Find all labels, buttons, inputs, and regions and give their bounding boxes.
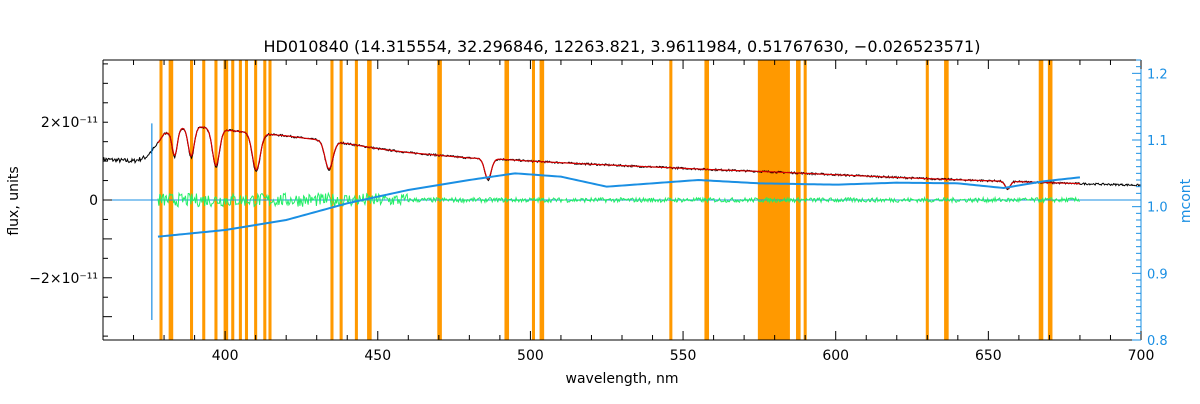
y2-tick-label: 1.0 bbox=[1147, 201, 1168, 216]
y-axis-label: flux, units bbox=[6, 166, 22, 235]
y-tick-label: 2×10⁻¹¹ bbox=[41, 115, 98, 131]
model-flux-line bbox=[157, 126, 1080, 190]
y-tick-label: 0 bbox=[89, 193, 98, 209]
x-tick-label: 450 bbox=[364, 348, 391, 364]
x-tick-label: 550 bbox=[670, 348, 697, 364]
y2-tick-label: 1.2 bbox=[1147, 67, 1168, 82]
y2-tick-label: 0.9 bbox=[1147, 267, 1168, 282]
residual-line bbox=[157, 191, 1080, 208]
x-tick-label: 650 bbox=[975, 348, 1002, 364]
y2-axis-label: mcont bbox=[1178, 178, 1194, 223]
plot-area: 400 450 500 550 600 650 700 2×10⁻¹¹ 0 −2×10⁻¹¹ 1.2… bbox=[29, 59, 1168, 364]
y-tick-label: −2×10⁻¹¹ bbox=[29, 271, 98, 287]
x-tick-label: 400 bbox=[212, 348, 239, 364]
y2-tick-label: 0.8 bbox=[1147, 334, 1168, 349]
x-tick-label: 500 bbox=[517, 348, 544, 364]
x-tick-label: 600 bbox=[822, 348, 849, 364]
y2-tick-label: 1.1 bbox=[1147, 134, 1168, 149]
chart-title: HD010840 (14.315554, 32.296846, 12263.82… bbox=[264, 37, 981, 56]
x-tick-label: 700 bbox=[1128, 348, 1155, 364]
mcont-curve bbox=[157, 172, 1081, 238]
x-axis-label: wavelength, nm bbox=[566, 371, 679, 387]
